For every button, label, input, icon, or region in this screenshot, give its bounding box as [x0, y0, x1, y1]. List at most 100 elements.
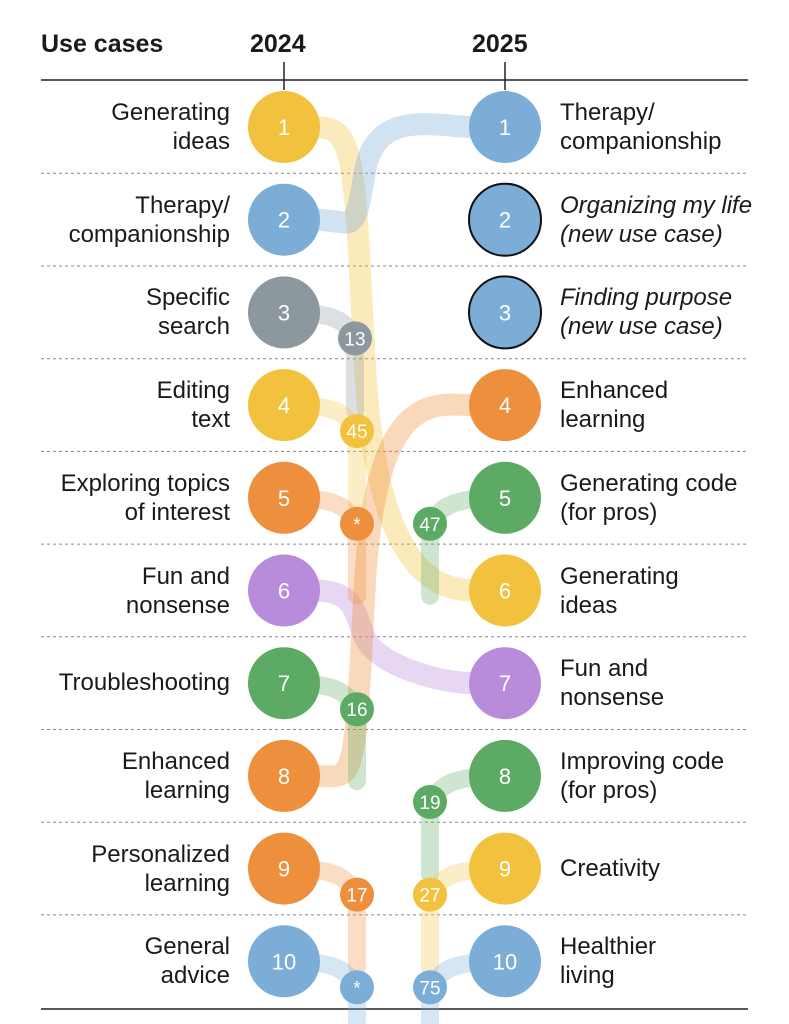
dropped-rank-value: * — [353, 978, 361, 999]
rank-circle-2024 — [248, 554, 320, 627]
label-line: Exploring topics — [60, 469, 230, 497]
ribbon-move — [273, 113, 516, 234]
rank-circle-2025 — [469, 461, 541, 534]
label-line: Organizing my life — [560, 191, 753, 219]
rank-number-2024: 10 — [272, 949, 296, 974]
rank-number-2025: 8 — [499, 764, 511, 789]
rank-number-2024: 1 — [278, 115, 290, 140]
rank-number-2025: 1 — [499, 115, 511, 140]
use-case-label-2025: Generating ideas — [560, 562, 789, 620]
entered-rank-value: 19 — [419, 793, 440, 814]
dropped-rank-value: 17 — [346, 886, 367, 907]
entered-rank-badge — [413, 506, 447, 541]
header-year-2025: 2025 — [472, 30, 528, 58]
label-line: companionship — [68, 220, 230, 248]
rank-number-2024: 2 — [278, 208, 290, 233]
label-line: search — [157, 313, 230, 341]
header-year-2024: 2024 — [250, 30, 306, 58]
label-line: nonsense — [560, 684, 665, 712]
use-case-label-2024: Enhanced learning — [0, 747, 230, 805]
rank-circle-2025 — [469, 91, 541, 163]
label-line: Specific — [145, 284, 230, 312]
use-case-label-2024: General advice — [0, 932, 230, 990]
use-case-label-2025: Fun and nonsense — [560, 654, 789, 712]
label-line: General — [144, 933, 230, 961]
label-line: Therapy/ — [560, 99, 655, 126]
label-line: ideas — [172, 128, 230, 155]
label-line: ideas — [560, 591, 618, 619]
dropped-rank-badge — [340, 877, 374, 912]
rank-circle-2024 — [248, 739, 320, 812]
dropped-rank-value: * — [353, 515, 361, 536]
rank-circle-2025 — [469, 925, 541, 998]
label-line: Finding purpose — [560, 284, 733, 312]
use-case-label-2024: Troubleshooting — [0, 668, 230, 697]
use-case-label-2025: Healthier living — [560, 932, 789, 990]
ribbon-move — [273, 579, 516, 695]
dropped-rank-value: 13 — [344, 329, 365, 350]
rank-number-2024: 6 — [278, 579, 290, 604]
dropped-rank-badge — [340, 506, 374, 541]
use-case-label-2024: Generating ideas — [0, 98, 230, 156]
rank-circle-2025 — [469, 647, 541, 720]
label-line: (new use case) — [560, 220, 723, 248]
rank-circle-2025 — [469, 739, 541, 812]
rank-circle-2024 — [248, 91, 320, 163]
entered-rank-value: 27 — [419, 886, 440, 907]
rank-number-2025: 5 — [499, 486, 511, 511]
use-case-label-2025: Finding purpose (new use case) — [560, 283, 789, 341]
rank-number-2024: 8 — [278, 764, 290, 789]
rank-number-2024: 3 — [278, 300, 290, 325]
label-line: Fun and — [560, 655, 649, 683]
label-line: Troubleshooting — [58, 669, 230, 697]
rank-number-2025: 10 — [493, 949, 517, 974]
use-case-label-2024: Fun and nonsense — [0, 562, 230, 620]
rank-circle-2025 — [469, 369, 541, 442]
ribbons — [273, 113, 516, 1024]
use-case-label-2025: Improving code (for pros) — [560, 747, 789, 805]
label-line: (for pros) — [560, 498, 658, 526]
rank-number-2025: 6 — [499, 579, 511, 604]
label-line: Personalized — [91, 840, 230, 868]
entered-rank-value: 75 — [419, 978, 440, 999]
label-line: (new use case) — [560, 313, 723, 341]
ribbon-move — [273, 393, 516, 788]
dropped-rank-badge — [340, 414, 374, 449]
header-use-cases: Use cases — [41, 30, 164, 58]
rank-number-2025: 2 — [499, 208, 511, 233]
rank-circle-2025 — [469, 832, 541, 905]
dropped-rank-badge — [340, 692, 374, 727]
rank-number-2025: 7 — [499, 671, 511, 696]
label-line: Generating — [560, 562, 679, 590]
rank-circle-2024 — [248, 369, 320, 442]
label-line: Enhanced — [560, 377, 669, 405]
use-case-label-2024: Personalized learning — [0, 840, 230, 898]
label-line: living — [560, 962, 615, 990]
use-case-label-2025: Organizing my life (new use case) — [560, 191, 789, 249]
rank-circle-2024 — [248, 461, 320, 534]
use-case-label-2025: Generating code (for pros) — [560, 469, 789, 527]
label-line: Generating — [111, 99, 230, 126]
rank-number-2025: 9 — [499, 857, 511, 882]
use-case-label-2024: Therapy/companionship — [0, 191, 230, 249]
rank-circle-2024 — [248, 647, 320, 720]
label-line: (for pros) — [560, 776, 658, 804]
rank-number-2024: 9 — [278, 857, 290, 882]
label-line: Therapy/ — [135, 191, 230, 219]
entered-rank-badge — [413, 784, 447, 819]
rank-number-2025: 3 — [499, 300, 511, 325]
label-line: of interest — [124, 498, 230, 526]
label-line: Enhanced — [121, 747, 230, 775]
use-case-label-2024: Editing text — [0, 376, 230, 434]
entered-rank-value: 47 — [419, 515, 440, 536]
label-line: learning — [144, 776, 230, 804]
dropped-rank-badge — [340, 970, 374, 1005]
label-line: Generating code — [560, 469, 738, 497]
label-line: nonsense — [125, 591, 230, 619]
label-line: Fun and — [141, 562, 230, 590]
use-case-label-2024: Specific search — [0, 283, 230, 341]
use-case-label-2025: Therapy/companionship — [560, 98, 789, 156]
label-line: Creativity — [560, 854, 661, 882]
